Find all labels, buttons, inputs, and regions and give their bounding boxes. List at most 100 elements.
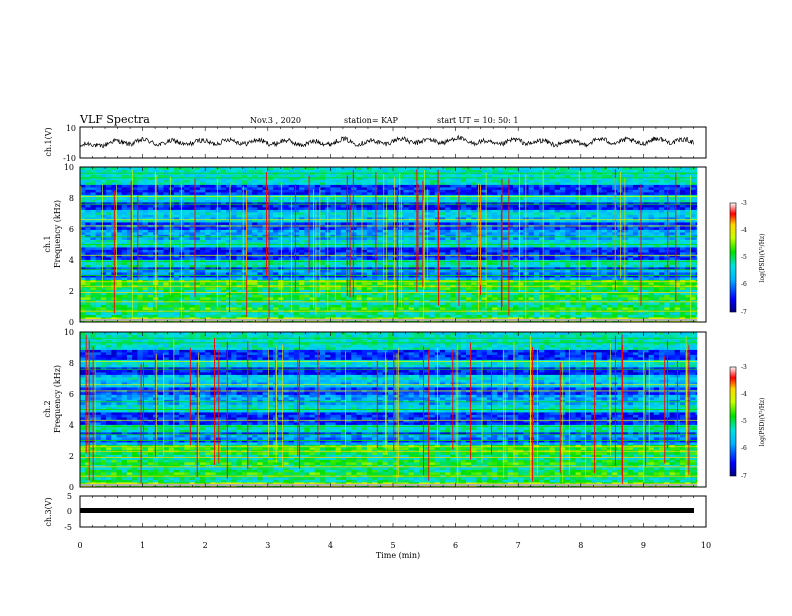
spectrogram-cell [414, 297, 420, 300]
spectrogram-cell [591, 287, 597, 290]
spectrogram-cell [623, 237, 629, 240]
spectrogram-cell [565, 305, 571, 308]
spectrogram-cell [471, 297, 477, 300]
spectrogram-cell [456, 232, 462, 235]
spectrogram-cell [90, 295, 96, 298]
spectrogram-cell [393, 315, 399, 318]
spectrogram-cell [117, 315, 123, 318]
spectrogram-cell [101, 237, 107, 240]
spectrogram-cell [435, 237, 441, 240]
spectrogram-cell [539, 287, 545, 290]
spectrogram-cell [310, 230, 316, 233]
spectrogram-cell [680, 297, 686, 300]
spectrogram-cell [602, 265, 608, 268]
spectrogram-cell [628, 312, 634, 315]
spectrogram-cell [534, 230, 540, 233]
spectrogram-cell [169, 282, 175, 285]
spectrogram-cell [602, 257, 608, 260]
spectrogram-cell [158, 257, 164, 260]
spectrogram-cell [200, 227, 206, 230]
spectrogram-cell [96, 247, 102, 250]
spectrogram-cell [518, 282, 524, 285]
spectrogram-cell [132, 250, 138, 253]
spectrogram-cell [664, 275, 670, 278]
spectrogram-cell [278, 305, 284, 308]
spectrogram-cell [122, 257, 128, 260]
spectrogram-cell [430, 287, 436, 290]
spectrogram-cell [529, 262, 535, 265]
spectrogram-cell [685, 295, 691, 298]
spectrogram-cell [195, 222, 201, 225]
spectrogram-cell [278, 307, 284, 310]
spectrogram-cell [210, 275, 216, 278]
spectrogram-cell [299, 297, 305, 300]
spectrogram-cell [304, 275, 310, 278]
spectrogram-cell [570, 247, 576, 250]
spectrogram-cell [174, 230, 180, 233]
spectrogram-cell [122, 240, 128, 243]
spectrogram-cell [169, 302, 175, 305]
spectrogram-cell [336, 237, 342, 240]
spectrogram-cell [664, 302, 670, 305]
spectrogram-cell [565, 230, 571, 233]
spectrogram-cell [336, 277, 342, 280]
spectrogram-cell [409, 227, 415, 230]
spectrogram-cell [85, 295, 91, 298]
spectrogram-cell [659, 297, 665, 300]
spectrogram-cell [450, 277, 456, 280]
spectrogram-cell [633, 270, 639, 273]
spectrogram-cell [367, 252, 373, 255]
spectrogram-cell [539, 257, 545, 260]
spectrogram-cell [273, 275, 279, 278]
spectrogram-cell [617, 247, 623, 250]
spectrogram-cell [372, 277, 378, 280]
spectrogram-cell [143, 295, 149, 298]
spectrogram-cell [106, 232, 112, 235]
spectrogram-cell [231, 315, 237, 318]
spectrogram-cell [617, 275, 623, 278]
spectrogram-cell [148, 250, 154, 253]
spectrogram-cell [117, 277, 123, 280]
spectrogram-cell [257, 272, 263, 275]
spectrogram-cell [143, 315, 149, 318]
spectrogram-cell [388, 237, 394, 240]
spectrogram-cell [122, 230, 128, 233]
spectrogram-cell [216, 307, 222, 310]
spectrogram-cell [252, 277, 258, 280]
spectrogram-cell [680, 250, 686, 253]
spectrogram-cell [351, 287, 357, 290]
spectrogram-cell [680, 307, 686, 310]
spectrogram-cell [216, 232, 222, 235]
spectrogram-cell [362, 290, 368, 293]
spectrogram-cell [409, 240, 415, 243]
spectrogram-cell [560, 230, 566, 233]
spectrogram-cell [294, 282, 300, 285]
spectrogram-cell [403, 252, 409, 255]
spectrogram-cell [393, 282, 399, 285]
spectrogram-cell [273, 265, 279, 268]
spectrogram-cell [555, 222, 561, 225]
spectrogram-cell [195, 312, 201, 315]
spectrogram-cell [184, 265, 190, 268]
spectrogram-cell [456, 227, 462, 230]
spectrogram-cell [127, 230, 133, 233]
spectrogram-cell [602, 250, 608, 253]
spectrogram-cell [659, 305, 665, 308]
spectrogram-cell [257, 315, 263, 318]
spectrogram-cell [602, 270, 608, 273]
spectrogram-cell [294, 265, 300, 268]
spectrogram-cell [210, 265, 216, 268]
spectrogram-cell [122, 315, 128, 318]
spectrogram-cell [367, 297, 373, 300]
spectrogram-cell [633, 262, 639, 265]
spectrogram-cell [513, 265, 519, 268]
spectrogram-cell [237, 277, 243, 280]
spectrogram-cell [383, 230, 389, 233]
spectrogram-cell [362, 302, 368, 305]
spectrogram-cell [628, 287, 634, 290]
spectrogram-cell [409, 272, 415, 275]
spectrogram-cell [544, 282, 550, 285]
spectrogram-cell [174, 265, 180, 268]
spectrogram-cell [518, 290, 524, 293]
spectrogram-cell [435, 312, 441, 315]
